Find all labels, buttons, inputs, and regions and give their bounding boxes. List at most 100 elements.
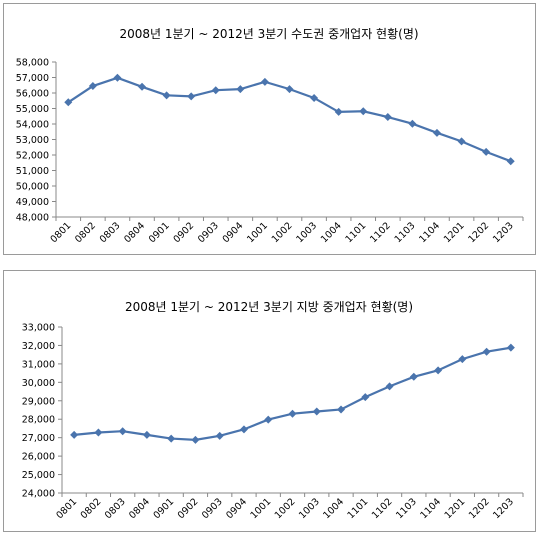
data-point: [70, 430, 79, 439]
x-tick-label: 0802: [73, 220, 98, 245]
data-point: [239, 425, 248, 434]
chart-title: 2008년 1분기 ~ 2012년 3분기 수도권 중개업자 현황(명): [119, 27, 418, 41]
chart-regional: 2008년 1분기 ~ 2012년 3분기 지방 중개업자 현황(명) 24,0…: [22, 300, 524, 521]
data-point: [264, 415, 273, 424]
x-tick-label: 0903: [196, 220, 221, 245]
data-point: [506, 157, 515, 166]
x-tick-label: 1001: [245, 220, 270, 245]
series-line: [74, 346, 512, 441]
data-point: [334, 107, 343, 116]
x-tick-label: 1104: [418, 496, 443, 521]
data-point: [64, 98, 73, 107]
x-tick-label: 1001: [248, 496, 273, 521]
data-point: [191, 435, 200, 444]
data-point: [457, 137, 466, 146]
x-tick-label: 0902: [176, 496, 201, 521]
data-point: [385, 382, 394, 391]
x-tick-label: 1203: [491, 220, 516, 245]
data-point: [162, 91, 171, 100]
x-tick-label: 0901: [147, 220, 172, 245]
x-tick-label: 1202: [467, 496, 492, 521]
x-tick-label: 1002: [270, 220, 295, 245]
x-tick-label: 0904: [224, 496, 249, 521]
x-tick-label: 0901: [151, 496, 176, 521]
x-tick-label: 1004: [321, 496, 346, 521]
y-tick-label: 28,000: [22, 415, 55, 426]
x-tick-label: 0803: [98, 220, 123, 245]
chart-capital-area: 2008년 1분기 ~ 2012년 3분기 수도권 중개업자 현황(명) 48,…: [16, 27, 524, 245]
chart-panel-capital-area: 2008년 1분기 ~ 2012년 3분기 수도권 중개업자 현황(명) 48,…: [3, 3, 536, 255]
x-tick-label: 1202: [466, 220, 491, 245]
data-point: [409, 372, 418, 381]
x-tick-label: 0904: [221, 220, 246, 245]
data-point: [94, 428, 103, 437]
y-tick-label: 56,000: [16, 89, 49, 100]
y-tick-label: 30,000: [22, 378, 55, 389]
data-point: [337, 405, 346, 414]
data-point: [288, 409, 297, 418]
data-point: [312, 407, 321, 416]
chart-title: 2008년 1분기 ~ 2012년 3분기 지방 중개업자 현황(명): [125, 300, 413, 314]
x-tick-label: 0903: [200, 496, 225, 521]
data-point: [260, 77, 269, 86]
x-tick-label: 1102: [370, 496, 395, 521]
y-tick-label: 54,000: [16, 120, 49, 131]
x-tick-label: 1004: [319, 220, 344, 245]
data-point: [167, 434, 176, 443]
data-point: [434, 366, 443, 375]
data-point: [285, 85, 294, 94]
data-point: [187, 92, 196, 101]
x-tick-label: 1104: [417, 220, 442, 245]
y-tick-label: 51,000: [16, 166, 49, 177]
data-point: [408, 119, 417, 128]
data-point: [458, 355, 467, 364]
y-tick-label: 53,000: [16, 135, 49, 146]
x-tick-label: 0801: [49, 220, 74, 245]
data-point: [138, 82, 147, 91]
data-point: [142, 430, 151, 439]
x-tick-label: 0801: [54, 496, 79, 521]
y-tick-label: 31,000: [22, 359, 55, 370]
x-tick-label: 0902: [171, 220, 196, 245]
y-tick-label: 27,000: [22, 433, 55, 444]
data-point: [482, 147, 491, 156]
y-tick-label: 49,000: [16, 197, 49, 208]
x-tick-label: 1103: [394, 496, 419, 521]
y-tick-label: 58,000: [16, 58, 49, 69]
y-tick-label: 55,000: [16, 104, 49, 115]
y-tick-label: 52,000: [16, 151, 49, 162]
x-tick-label: 1102: [368, 220, 393, 245]
y-tick-label: 48,000: [16, 213, 49, 224]
data-point: [310, 93, 319, 102]
data-point: [211, 86, 220, 95]
x-tick-label: 1101: [346, 496, 371, 521]
data-point: [383, 113, 392, 122]
x-tick-label: 1101: [343, 220, 368, 245]
data-point: [506, 343, 515, 352]
data-point: [361, 393, 370, 402]
x-tick-label: 0802: [79, 496, 104, 521]
x-tick-label: 1103: [393, 220, 418, 245]
y-tick-label: 33,000: [22, 323, 55, 334]
y-tick-label: 50,000: [16, 182, 49, 193]
data-point: [215, 431, 224, 440]
y-tick-label: 25,000: [22, 470, 55, 481]
y-tick-label: 32,000: [22, 341, 55, 352]
x-tick-label: 1003: [297, 496, 322, 521]
x-tick-label: 0804: [127, 496, 152, 521]
x-tick-label: 0803: [103, 496, 128, 521]
y-tick-label: 57,000: [16, 73, 49, 84]
data-point: [118, 427, 127, 436]
data-point: [359, 107, 368, 116]
y-tick-label: 26,000: [22, 452, 55, 463]
x-tick-label: 1201: [442, 220, 467, 245]
y-tick-label: 24,000: [22, 489, 55, 500]
data-point: [432, 128, 441, 137]
x-tick-label: 1203: [491, 496, 516, 521]
x-tick-label: 1201: [443, 496, 468, 521]
data-point: [88, 82, 97, 91]
data-point: [236, 85, 245, 94]
x-tick-label: 1002: [273, 496, 298, 521]
x-tick-label: 0804: [122, 220, 147, 245]
data-point: [482, 347, 491, 356]
